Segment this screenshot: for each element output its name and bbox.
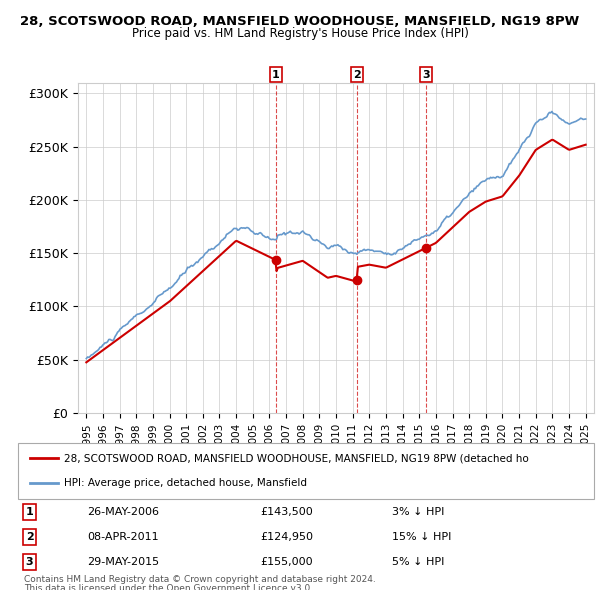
Text: £124,950: £124,950 xyxy=(260,532,313,542)
Text: 28, SCOTSWOOD ROAD, MANSFIELD WOODHOUSE, MANSFIELD, NG19 8PW (detached ho: 28, SCOTSWOOD ROAD, MANSFIELD WOODHOUSE,… xyxy=(64,453,529,463)
Text: 2: 2 xyxy=(26,532,34,542)
Text: 3: 3 xyxy=(422,70,430,80)
Text: HPI: Average price, detached house, Mansfield: HPI: Average price, detached house, Mans… xyxy=(64,478,307,488)
Text: £143,500: £143,500 xyxy=(260,507,313,517)
Text: 3: 3 xyxy=(26,557,34,567)
Text: 3% ↓ HPI: 3% ↓ HPI xyxy=(392,507,445,517)
Text: 1: 1 xyxy=(272,70,280,80)
Text: 28, SCOTSWOOD ROAD, MANSFIELD WOODHOUSE, MANSFIELD, NG19 8PW: 28, SCOTSWOOD ROAD, MANSFIELD WOODHOUSE,… xyxy=(20,15,580,28)
Text: This data is licensed under the Open Government Licence v3.0.: This data is licensed under the Open Gov… xyxy=(24,584,313,590)
Text: 1: 1 xyxy=(26,507,34,517)
Text: 5% ↓ HPI: 5% ↓ HPI xyxy=(392,557,445,567)
Text: 29-MAY-2015: 29-MAY-2015 xyxy=(87,557,159,567)
Text: 08-APR-2011: 08-APR-2011 xyxy=(87,532,159,542)
Text: 15% ↓ HPI: 15% ↓ HPI xyxy=(392,532,452,542)
Text: 2: 2 xyxy=(353,70,361,80)
Text: £155,000: £155,000 xyxy=(260,557,313,567)
FancyBboxPatch shape xyxy=(18,442,594,499)
Text: Contains HM Land Registry data © Crown copyright and database right 2024.: Contains HM Land Registry data © Crown c… xyxy=(24,575,376,584)
Text: 26-MAY-2006: 26-MAY-2006 xyxy=(87,507,159,517)
Text: Price paid vs. HM Land Registry's House Price Index (HPI): Price paid vs. HM Land Registry's House … xyxy=(131,27,469,40)
